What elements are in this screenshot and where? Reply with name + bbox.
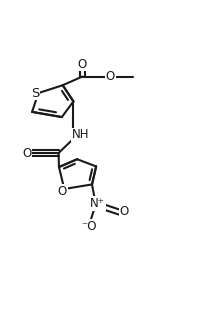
Text: NH: NH: [72, 128, 90, 141]
Text: O: O: [78, 58, 87, 71]
Text: O: O: [58, 184, 67, 198]
Text: O: O: [22, 147, 31, 159]
Text: O: O: [106, 70, 115, 83]
Text: O: O: [120, 205, 129, 218]
Text: S: S: [31, 86, 39, 100]
Text: N⁺: N⁺: [90, 197, 105, 210]
Text: ⁻O: ⁻O: [81, 220, 96, 233]
